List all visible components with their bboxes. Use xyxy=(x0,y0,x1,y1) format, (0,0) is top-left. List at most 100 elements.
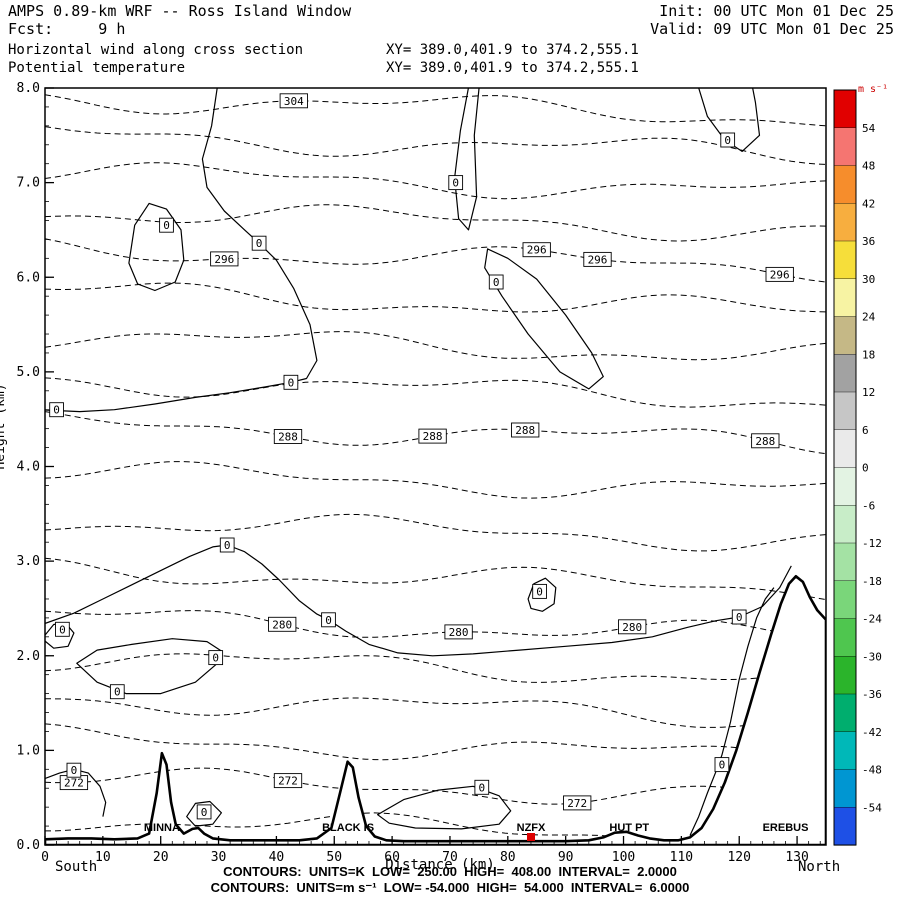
x-tick-label: 130 xyxy=(785,850,808,865)
wind-zero-contour xyxy=(45,768,107,817)
contour-label: 0 xyxy=(53,404,60,417)
y-tick-label: 2.0 xyxy=(17,649,40,664)
x-tick-label: 60 xyxy=(384,850,400,865)
contour-label: 296 xyxy=(214,253,234,266)
field1-name: Horizontal wind along cross section xyxy=(8,42,304,58)
contour-label: 280 xyxy=(272,618,292,631)
landmark-label-nzfx: NZFX xyxy=(517,822,546,834)
theta-contour-304 xyxy=(45,94,826,127)
field2-xy: XY= 389.0,401.9 to 374.2,555.1 xyxy=(386,60,639,76)
contour-label-box xyxy=(210,251,239,267)
contour-label-box xyxy=(511,422,540,438)
theta-contour-296 xyxy=(45,238,826,283)
contour-label: 288 xyxy=(755,435,775,448)
wind-zero-contour xyxy=(76,638,222,695)
colorbar-segment xyxy=(833,580,857,620)
y-tick-label: 7.0 xyxy=(17,176,40,191)
wind-zero-contour xyxy=(45,544,792,657)
colorbar-segment xyxy=(833,769,857,808)
contour-label: 0 xyxy=(288,376,295,389)
colorbar-tick-label: 12 xyxy=(862,386,875,399)
contour-label: 0 xyxy=(71,764,78,777)
contour-label: 296 xyxy=(527,244,547,257)
contour-label: 0 xyxy=(325,614,332,627)
y-tick-label: 8.0 xyxy=(17,81,40,96)
contour-label-box xyxy=(49,402,64,418)
theta-contour-278 xyxy=(45,653,826,683)
theta-contour-274 xyxy=(45,723,826,767)
colorbar-tick-label: 42 xyxy=(862,197,875,210)
contour-label: 296 xyxy=(770,268,790,281)
colorbar-segment xyxy=(833,165,857,204)
contour-label-box xyxy=(474,779,490,795)
x-tick-label: 0 xyxy=(41,850,49,865)
colorbar-segment xyxy=(833,731,857,771)
wind-zero-contour xyxy=(45,88,318,413)
x-tick-label: 70 xyxy=(442,850,458,865)
contour-label: 288 xyxy=(515,424,535,437)
theta-contour-300 xyxy=(45,162,826,200)
forecast-hour: Fcst: 9 h xyxy=(8,20,126,38)
contour-label-box xyxy=(765,266,794,282)
x-tick-label: 30 xyxy=(211,850,227,865)
colorbar-tick-label: -42 xyxy=(862,726,882,739)
colorbar-tick-label: -24 xyxy=(862,613,882,626)
colorbar-segment xyxy=(833,618,857,657)
wind-zero-contour xyxy=(454,88,480,231)
colorbar-tick-label: -36 xyxy=(862,688,882,701)
contour-label-box xyxy=(219,537,235,553)
contour-label-box xyxy=(251,235,267,251)
y-axis-title: Height (km) xyxy=(0,383,8,469)
theta-contour-280 xyxy=(45,610,826,640)
contour-label-box xyxy=(444,624,473,640)
contour-label-box xyxy=(283,374,299,390)
x-tick-label: 40 xyxy=(269,850,285,865)
contour-label: 272 xyxy=(64,777,84,790)
contour-label-box xyxy=(751,433,780,449)
wind-zero-contour xyxy=(186,800,222,827)
x-tick-label: 120 xyxy=(727,850,750,865)
contour-label: 280 xyxy=(449,626,469,639)
colorbar-segment xyxy=(833,316,857,355)
contour-label: 280 xyxy=(622,621,642,634)
axes: 0 10 20 30 40 50 60 70 80 90 100 110 120 1300.01.02.0… xyxy=(0,81,827,865)
contour-label: 272 xyxy=(278,775,298,788)
contour-label-box xyxy=(488,274,504,290)
colorbar-segment xyxy=(833,278,857,318)
colorbar-segment xyxy=(833,693,857,733)
contour-label-box xyxy=(720,132,736,148)
theta-contour-302 xyxy=(45,126,826,165)
wind-zero-contour xyxy=(128,202,185,292)
wind-zero-contour xyxy=(698,88,761,152)
colorbar-segment xyxy=(833,467,857,506)
contour-label: 0 xyxy=(256,237,263,250)
theta-contour-276 xyxy=(45,697,826,728)
theta-contour-294 xyxy=(45,282,826,313)
wind-zero-contour xyxy=(689,587,775,836)
contour-label: 0 xyxy=(719,759,726,772)
theta-contour-292 xyxy=(45,331,826,361)
x-tick-label: 10 xyxy=(95,850,111,865)
contour-label-box xyxy=(279,93,308,109)
colorbar-segment xyxy=(833,127,857,167)
x-axis-title: Distance (km) xyxy=(385,857,495,873)
landmark-label-hut-pt: HUT PT xyxy=(609,822,649,834)
y-tick-label: 4.0 xyxy=(17,460,40,475)
contour-label: 0 xyxy=(224,539,231,552)
contour-label-box xyxy=(583,251,612,267)
wind-zero-contour xyxy=(527,577,557,612)
contour-label: 288 xyxy=(423,430,443,443)
colorbar-segment xyxy=(833,89,857,129)
init-time: Init: 00 UTC Mon 01 Dec 25 xyxy=(659,2,894,20)
colorbar-tick-label: 30 xyxy=(862,273,875,286)
colorbar-tick-label: -6 xyxy=(862,499,875,512)
contour-label: 0 xyxy=(493,276,500,289)
contour-label-box xyxy=(731,609,747,625)
field1-xy: XY= 389.0,401.9 to 374.2,555.1 xyxy=(386,42,639,58)
y-tick-label: 5.0 xyxy=(17,365,40,380)
contour-label: 0 xyxy=(201,806,208,819)
landmark-label-black-is: BLACK IS xyxy=(322,822,374,834)
colorbar-tick-label: 24 xyxy=(862,311,876,324)
theta-contour-306 xyxy=(45,53,826,85)
